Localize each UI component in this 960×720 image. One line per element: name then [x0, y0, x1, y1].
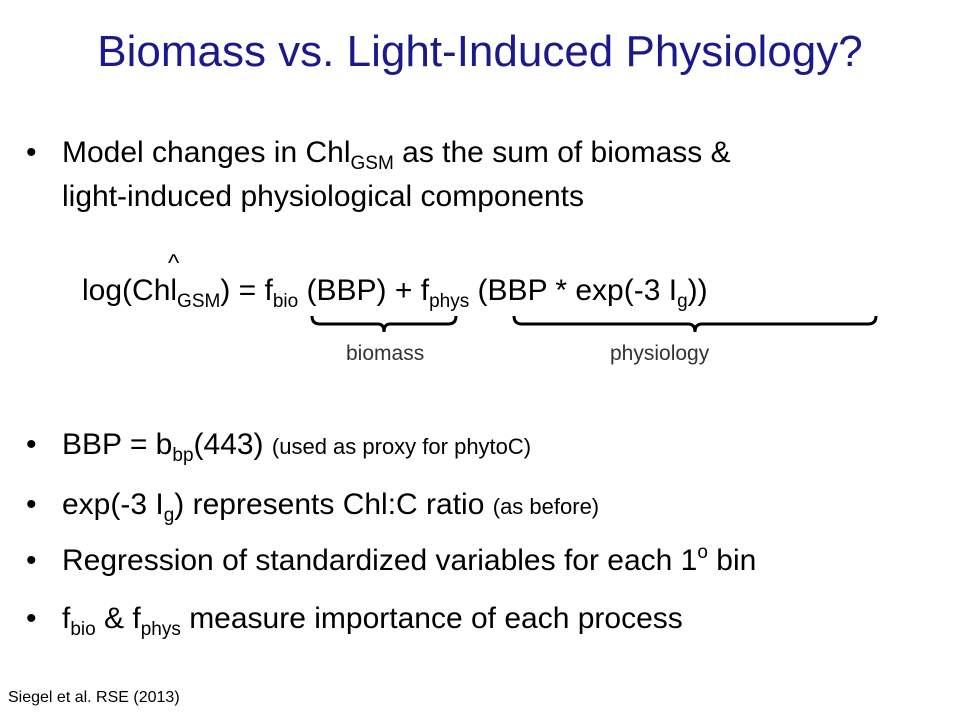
biomass-label: biomass	[346, 342, 425, 365]
bullet-marker: •	[26, 428, 37, 461]
bullet-exp: exp(-3 Ig) represents Chl:C ratio (as be…	[62, 488, 600, 526]
bullet-marker: •	[26, 136, 37, 169]
intro-line-2: light-induced physiological components	[62, 180, 584, 213]
intro-line-1: Model changes in ChlGSM as the sum of bi…	[62, 136, 731, 174]
bullet-marker: •	[26, 488, 37, 521]
model-equation: log(ChlGSM) = fbio (BBP) + fphys (BBP * …	[82, 274, 708, 312]
hat-symbol: ^	[168, 250, 180, 277]
bullet-regression: Regression of standardized variables for…	[62, 542, 757, 577]
bullet-marker: •	[26, 602, 37, 635]
bullet-fbio: fbio & fphys measure importance of each …	[62, 602, 683, 640]
biomass-brace	[310, 315, 458, 333]
bullet-marker: •	[26, 544, 37, 577]
citation: Siegel et al. RSE (2013)	[8, 689, 180, 706]
slide-title: Biomass vs. Light-Induced Physiology?	[97, 27, 863, 76]
bullet-bbp: BBP = bbp(443) (used as proxy for phytoC…	[62, 428, 532, 466]
physiology-label: physiology	[610, 342, 710, 365]
physiology-brace	[512, 315, 878, 333]
